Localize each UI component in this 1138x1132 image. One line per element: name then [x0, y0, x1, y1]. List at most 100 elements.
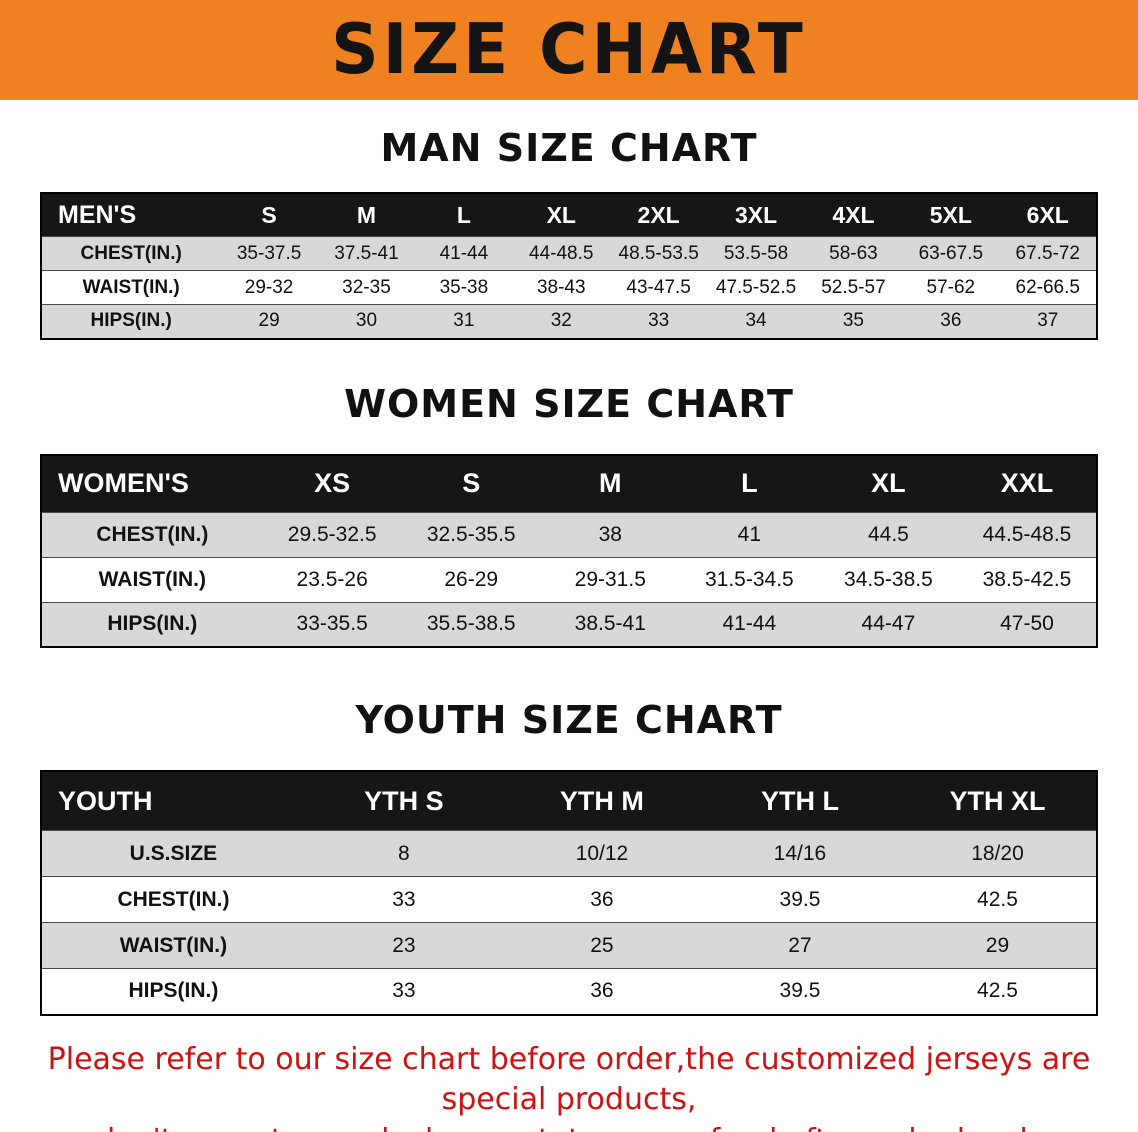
footer-note-line1: Please refer to our size chart before or…: [47, 1041, 1091, 1118]
size-value-cell: 32.5-35.5: [426, 522, 516, 546]
table-title-cell: WOMEN'S: [41, 454, 263, 512]
men-section: MAN SIZE CHART MEN'S S M L XL 2XL 3XL 4XL 5XL 6XL…: [0, 100, 1138, 340]
size-value-cell: 31: [453, 310, 475, 332]
table-row: U.S.SIZE 8 10/12 14/16 18/20: [41, 830, 1097, 877]
size-value-cell: 37.5-41: [334, 242, 399, 264]
row-label: WAIST(IN.): [82, 276, 180, 298]
size-value-cell: 35.5-38.5: [426, 612, 516, 636]
size-column-header: S: [220, 193, 318, 237]
size-value-cell: 47.5-52.5: [715, 276, 797, 298]
size-value-cell: 29-32: [244, 276, 294, 298]
row-label: HIPS(IN.): [107, 612, 198, 636]
size-value-cell: 33-35.5: [296, 612, 368, 636]
size-value-cell: 57-62: [926, 276, 976, 298]
size-value-cell: 8: [398, 841, 410, 865]
size-column-header: 4XL: [804, 193, 903, 237]
row-label: U.S.SIZE: [129, 841, 218, 865]
size-value-cell: 29: [985, 933, 1010, 957]
size-value-cell: 38.5-41: [574, 612, 646, 636]
header-row: MEN'S S M L XL 2XL 3XL 4XL 5XL 6XL: [41, 193, 1097, 237]
size-value-cell: 58-63: [829, 242, 878, 264]
size-value-cell: 39.5: [779, 979, 821, 1003]
size-value-cell: 29.5-32.5: [287, 522, 377, 546]
size-value-cell: 35-38: [439, 276, 489, 298]
size-value-cell: 39.5: [779, 887, 821, 911]
size-value-cell: 33: [648, 310, 670, 332]
women-section: WOMEN SIZE CHART WOMEN'S XS S M L XL XXL CHEST(…: [0, 340, 1138, 648]
size-value-cell: 31.5-34.5: [704, 567, 794, 591]
size-value-cell: 27: [788, 933, 812, 957]
size-value-cell: 32: [550, 310, 572, 332]
footer-note: Please refer to our size chart before or…: [0, 1040, 1138, 1132]
size-value-cell: 32-35: [342, 276, 391, 298]
size-value-cell: 43-47.5: [626, 276, 691, 298]
size-value-cell: 35-37.5: [236, 242, 302, 264]
size-value-cell: 38.5-42.5: [982, 567, 1072, 591]
youth-section: YOUTH SIZE CHART YOUTH YTH S YTH M YTH L YTH…: [0, 648, 1138, 1016]
size-column-header: M: [317, 193, 416, 237]
table-row: CHEST(IN.) 29.5-32.5 32.5-35.5 38 41 44.5 44.5…: [41, 512, 1097, 557]
size-column-header: XXL: [957, 454, 1097, 512]
men-size-table: MEN'S S M L XL 2XL 3XL 4XL 5XL 6XL CHEST(IN.) 35-37…: [40, 192, 1098, 340]
row-label: WAIST(IN.): [119, 933, 228, 957]
footer-note-line2: we don't accept cancel, change, teturn o…: [0, 1121, 1138, 1132]
size-value-cell: 53.5-58: [723, 242, 789, 264]
size-value-cell: 34: [745, 310, 767, 332]
size-column-header: YTH L: [700, 771, 899, 831]
size-value-cell: 38: [598, 522, 622, 546]
table-row: WAIST(IN.) 23.5-26 26-29 29-31.5 31.5-34.5 34…: [41, 557, 1097, 602]
row-label: CHEST(IN.): [96, 522, 209, 546]
size-column-header: 3XL: [707, 193, 805, 237]
size-value-cell: 25: [590, 933, 614, 957]
size-column-header: 5XL: [902, 193, 1000, 237]
size-value-cell: 41-44: [439, 242, 489, 264]
size-value-cell: 35: [842, 310, 864, 332]
page-title: SIZE CHART: [331, 9, 807, 90]
size-value-cell: 52.5-57: [821, 276, 886, 298]
table-row: HIPS(IN.) 33-35.5 35.5-38.5 38.5-41 41-44 44-…: [41, 602, 1097, 647]
youth-section-title: YOUTH SIZE CHART: [355, 698, 783, 742]
size-value-cell: 44.5: [867, 522, 909, 546]
size-column-header: XL: [818, 454, 958, 512]
size-value-cell: 41: [737, 522, 762, 546]
size-value-cell: 29: [258, 310, 280, 332]
size-value-cell: 44-48.5: [529, 242, 594, 264]
women-section-title: WOMEN SIZE CHART: [344, 381, 794, 426]
size-value-cell: 67.5-72: [1015, 242, 1080, 264]
row-label: WAIST(IN.): [98, 567, 206, 591]
size-value-cell: 18/20: [971, 841, 1024, 865]
youth-size-table: YOUTH YTH S YTH M YTH L YTH XL U.S.SIZE 8 10/12…: [40, 770, 1098, 1016]
size-value-cell: 26-29: [444, 567, 499, 591]
size-column-header: XS: [262, 454, 402, 512]
size-column-header: M: [540, 454, 680, 512]
size-value-cell: 38-43: [536, 276, 586, 298]
size-value-cell: 36: [940, 310, 962, 332]
size-value-cell: 42.5: [977, 887, 1018, 911]
size-value-cell: 23.5-26: [296, 567, 368, 591]
size-column-header: L: [679, 454, 819, 512]
size-value-cell: 10/12: [575, 841, 629, 865]
table-title-cell: YOUTH: [41, 771, 305, 831]
size-column-header: 6XL: [999, 193, 1097, 237]
row-label: CHEST(IN.): [117, 887, 230, 911]
size-value-cell: 37: [1037, 310, 1059, 332]
size-value-cell: 63-67.5: [918, 242, 984, 264]
table-row: CHEST(IN.) 35-37.5 37.5-41 41-44 44-48.5 48.5…: [41, 236, 1097, 271]
row-label: CHEST(IN.): [80, 242, 182, 264]
table-row: WAIST(IN.) 23 25 27 29: [41, 922, 1097, 969]
women-size-table: WOMEN'S XS S M L XL XXL CHEST(IN.) 29.5-32.5 32.5…: [40, 453, 1098, 648]
table-row: HIPS(IN.) 29 30 31 32 33 34 35 36 37: [41, 304, 1097, 339]
table-row: HIPS(IN.) 33 36 39.5 42.5: [41, 968, 1097, 1015]
table-row: WAIST(IN.) 29-32 32-35 35-38 38-43 43-47.5 47.…: [41, 270, 1097, 305]
size-value-cell: 42.5: [977, 979, 1018, 1003]
men-section-title: MAN SIZE CHART: [380, 126, 758, 170]
size-value-cell: 33: [392, 979, 416, 1003]
row-label: HIPS(IN.): [128, 979, 219, 1003]
header-row: YOUTH YTH S YTH M YTH L YTH XL: [41, 771, 1097, 831]
size-column-header: S: [401, 454, 541, 512]
table-title-cell: MEN'S: [41, 193, 221, 237]
row-label: HIPS(IN.): [90, 310, 172, 332]
size-column-header: L: [415, 193, 513, 237]
size-value-cell: 23: [392, 933, 416, 957]
